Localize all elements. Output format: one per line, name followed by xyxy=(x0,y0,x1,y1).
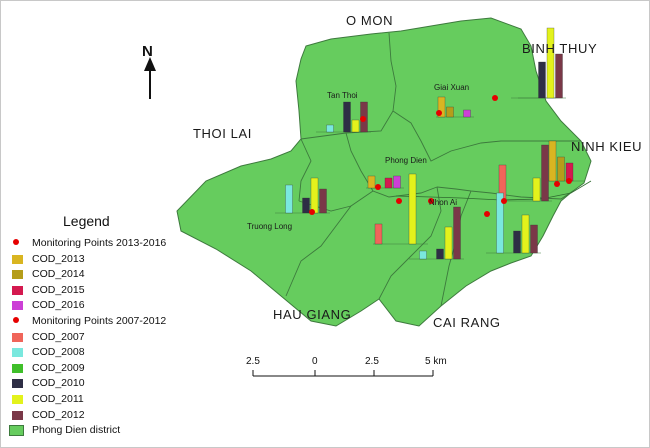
monitoring-point-icon xyxy=(428,198,434,204)
cod-bar-cod-2011 xyxy=(310,177,319,214)
cod-bar-cod-2010 xyxy=(538,61,546,99)
cod-bar-cod-2008 xyxy=(419,250,427,260)
place-label-o-mon: O MON xyxy=(346,13,394,28)
cod-bar-cod-2016 xyxy=(393,175,401,189)
monitoring-point-icon xyxy=(436,110,442,116)
cod-bar-cod-2013 xyxy=(548,140,557,182)
cod-bar-cod-2015 xyxy=(384,177,393,189)
legend-label: Phong Dien district xyxy=(32,424,121,437)
commune-label-truong-long: Truong Long xyxy=(247,222,293,231)
monitoring-point-icon xyxy=(309,209,315,215)
legend-swatch xyxy=(12,410,23,420)
cod-bar-cod-2008 xyxy=(496,192,504,254)
legend-swatch xyxy=(12,379,23,389)
cod-bar-cod-2011 xyxy=(444,226,453,260)
legend-label: COD_2008 xyxy=(32,346,85,359)
place-label-cai-rang: CAI RANG xyxy=(433,315,501,330)
commune-label-phong-dien: Phong Dien xyxy=(385,156,427,165)
monitoring-point-icon xyxy=(396,198,402,204)
monitoring-point-icon xyxy=(501,198,507,204)
scale-bar xyxy=(252,370,434,377)
legend-label: COD_2014 xyxy=(32,268,85,281)
monitoring-point-icon xyxy=(13,316,19,323)
legend-label: Monitoring Points 2007-2012 xyxy=(32,314,167,327)
legend-label: COD_2011 xyxy=(32,392,84,405)
legend-label: COD_2012 xyxy=(32,408,85,421)
cod-bar-cod-2010 xyxy=(513,230,521,254)
place-label-binh-thuy: BINH THUY xyxy=(522,41,598,56)
cod-bar-cod-2012 xyxy=(555,53,563,99)
place-label-thoi-lai: THOI LAI xyxy=(193,126,252,141)
place-label-hau-giang: HAU GIANG xyxy=(273,307,352,322)
commune-label-giai-xuan: Giai Xuan xyxy=(434,83,470,92)
cod-bar-cod-2007 xyxy=(374,223,383,245)
commune-label-tan-thoi: Tan Thoi xyxy=(327,91,358,100)
cod-bar-cod-2011 xyxy=(532,177,541,202)
north-arrow-icon xyxy=(144,57,156,99)
legend-swatch xyxy=(12,270,23,280)
legend-swatch xyxy=(12,363,23,373)
scale-label: 0 xyxy=(312,356,318,367)
legend-label: Monitoring Points 2013-2016 xyxy=(32,237,167,249)
monitoring-point-icon xyxy=(13,239,19,245)
monitoring-point-icon xyxy=(360,116,366,122)
cod-bar-cod-2008 xyxy=(285,184,293,214)
legend-label: COD_2013 xyxy=(32,252,85,265)
monitoring-point-icon xyxy=(566,178,572,184)
monitoring-points-layer xyxy=(309,95,572,217)
legend-swatch xyxy=(12,285,23,295)
monitoring-point-icon xyxy=(484,211,490,217)
monitoring-point-icon xyxy=(375,184,381,190)
scale-label: 5 km xyxy=(425,356,447,367)
cod-bar-cod-2012 xyxy=(319,188,327,214)
scale-label: 2.5 xyxy=(365,356,379,367)
cod-bar-cod-2013 xyxy=(437,96,446,118)
legend-title: Legend xyxy=(63,213,110,229)
legend-label: COD_2007 xyxy=(32,330,85,343)
cod-bar-cod-2010 xyxy=(436,248,444,260)
cod-bar-cod-2010 xyxy=(302,197,310,214)
legend-swatch xyxy=(12,301,23,311)
cod-bar-cod-2013 xyxy=(367,175,376,189)
cod-bar-cod-2008 xyxy=(326,124,334,133)
cod-bar-cod-2011 xyxy=(351,119,360,133)
cod-bar-cod-2014 xyxy=(557,156,565,182)
cod-bar-cod-2011 xyxy=(408,173,417,245)
cod-bar-cod-2011 xyxy=(546,27,555,99)
cod-bar-cod-2012 xyxy=(453,206,461,260)
legend-swatch xyxy=(12,254,23,264)
cod-bar-cod-2012 xyxy=(541,144,549,202)
legend-label: COD_2016 xyxy=(32,299,85,312)
cod-bar-cod-2010 xyxy=(343,101,351,133)
legend-swatch xyxy=(12,332,23,342)
cod-bar-cod-2014 xyxy=(446,106,454,118)
monitoring-point-icon xyxy=(492,95,498,101)
scale-label: 2.5 xyxy=(246,356,260,367)
legend-swatch xyxy=(12,348,23,358)
district-area xyxy=(176,17,592,327)
commune-label-nhon-ai: Nhon Ai xyxy=(429,198,458,207)
legend-label: COD_2009 xyxy=(32,361,85,374)
legend-label: COD_2010 xyxy=(32,377,85,390)
legend-swatch xyxy=(12,394,23,404)
place-label-ninh-kieu: NINH KIEU xyxy=(571,139,643,154)
legend-label: COD_2015 xyxy=(32,283,85,296)
monitoring-point-icon xyxy=(554,181,560,187)
cod-bar-cod-2012 xyxy=(530,224,538,254)
cod-bar-cod-2016 xyxy=(463,109,471,118)
cod-bar-layer xyxy=(275,27,585,260)
north-label: N xyxy=(142,43,153,60)
cod-bar-cod-2011 xyxy=(521,214,530,254)
district-swatch xyxy=(9,425,24,437)
